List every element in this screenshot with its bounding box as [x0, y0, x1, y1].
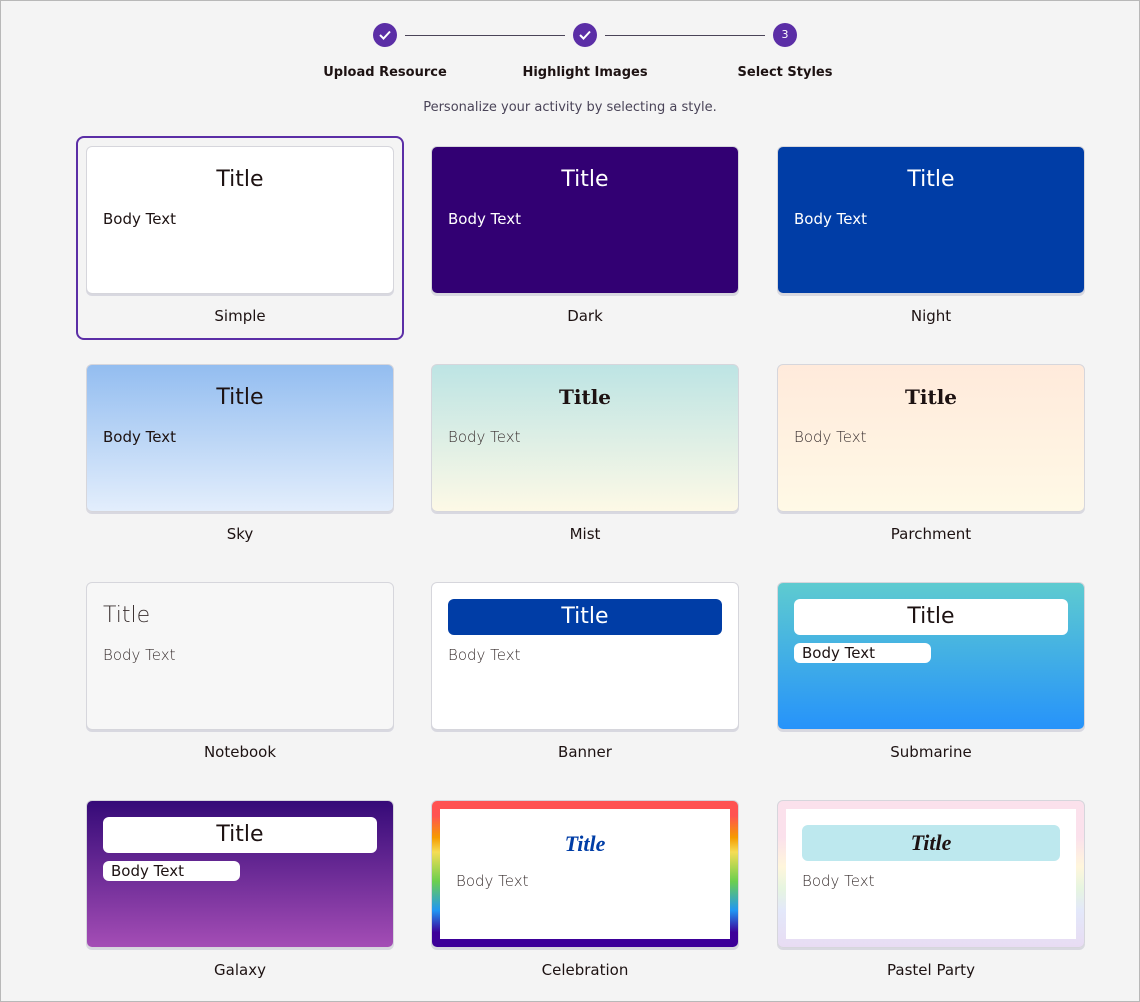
style-name: Simple: [214, 307, 266, 325]
preview-body: Body Text: [794, 428, 867, 446]
style-preview: Title Body Text: [777, 146, 1085, 294]
stepper: Upload Resource Highlight Images 3 Selec…: [1, 23, 1140, 93]
instructions: Personalize your activity by selecting a…: [423, 100, 717, 115]
preview-title: Title: [561, 167, 609, 192]
preview-frame: Title Body Text: [786, 809, 1076, 939]
step-upload-resource[interactable]: Upload Resource: [285, 23, 485, 80]
style-card-dark[interactable]: Title Body Text Dark: [431, 146, 739, 325]
style-preview: Title Body Text: [777, 582, 1085, 730]
style-card-notebook[interactable]: Title Body Text Notebook: [86, 582, 394, 761]
style-preview: Title Body Text: [777, 800, 1085, 948]
check-icon: [573, 23, 597, 47]
preview-title: Title: [794, 599, 1068, 635]
preview-title: Title: [216, 385, 264, 410]
preview-body: Body Text: [456, 872, 529, 890]
preview-body: Body Text: [103, 428, 176, 446]
preview-frame: Title Body Text: [440, 809, 730, 939]
style-name: Parchment: [890, 525, 972, 543]
step-select-styles: 3 Select Styles: [685, 23, 885, 80]
style-card-celebration[interactable]: Title Body Text Celebration: [431, 800, 739, 979]
preview-body: Body Text: [794, 210, 867, 228]
step-label: Highlight Images: [522, 65, 648, 80]
style-card-submarine[interactable]: Title Body Text Submarine: [777, 582, 1085, 761]
style-preview: Title Body Text: [86, 582, 394, 730]
preview-body: Body Text: [103, 646, 176, 664]
preview-body: Body Text: [802, 872, 875, 890]
preview-body: Body Text: [448, 210, 521, 228]
style-preview: Title Body Text: [86, 364, 394, 512]
preview-body: Body Text: [794, 643, 931, 663]
style-card-mist[interactable]: Title Body Text Mist: [431, 364, 739, 543]
check-icon: [373, 23, 397, 47]
step-label: Upload Resource: [323, 65, 447, 80]
preview-title: Title: [103, 817, 377, 853]
style-card-pastel-party[interactable]: Title Body Text Pastel Party: [777, 800, 1085, 979]
style-card-banner[interactable]: Title Body Text Banner: [431, 582, 739, 761]
style-name: Sky: [226, 525, 254, 543]
style-card-simple[interactable]: Title Body Text Simple: [76, 136, 404, 340]
preview-body: Body Text: [103, 861, 240, 881]
preview-title: Title: [907, 167, 955, 192]
preview-title: Title: [558, 385, 612, 409]
style-card-galaxy[interactable]: Title Body Text Galaxy: [86, 800, 394, 979]
style-preview: Title Body Text: [777, 364, 1085, 512]
style-preview: Title Body Text: [431, 364, 739, 512]
preview-title: Title: [904, 385, 958, 409]
preview-body: Body Text: [448, 646, 521, 664]
preview-title: Title: [564, 831, 606, 856]
preview-title: Title: [448, 599, 722, 635]
style-name: Banner: [558, 743, 612, 761]
style-card-sky[interactable]: Title Body Text Sky: [86, 364, 394, 543]
style-name: Submarine: [890, 743, 972, 761]
style-preview: Title Body Text: [431, 582, 739, 730]
style-name: Galaxy: [214, 961, 266, 979]
preview-title: Title: [103, 603, 151, 628]
style-card-night[interactable]: Title Body Text Night: [777, 146, 1085, 325]
style-preview: Title Body Text: [431, 146, 739, 294]
style-name: Night: [910, 307, 952, 325]
style-name: Celebration: [541, 961, 629, 979]
style-name: Pastel Party: [887, 961, 975, 979]
preview-title: Title: [802, 825, 1060, 861]
step-label: Select Styles: [737, 65, 833, 80]
step-number: 3: [773, 23, 797, 47]
style-preview: Title Body Text: [86, 800, 394, 948]
style-name: Dark: [567, 307, 603, 325]
step-connector: [405, 35, 565, 36]
style-preview: Title Body Text: [86, 146, 394, 294]
preview-title: Title: [216, 167, 264, 192]
step-connector: [605, 35, 765, 36]
style-card-parchment[interactable]: Title Body Text Parchment: [777, 364, 1085, 543]
step-highlight-images[interactable]: Highlight Images: [485, 23, 685, 80]
style-name: Mist: [569, 525, 601, 543]
preview-body: Body Text: [448, 428, 521, 446]
style-preview: Title Body Text: [431, 800, 739, 948]
style-name: Notebook: [203, 743, 277, 761]
preview-body: Body Text: [103, 210, 176, 228]
